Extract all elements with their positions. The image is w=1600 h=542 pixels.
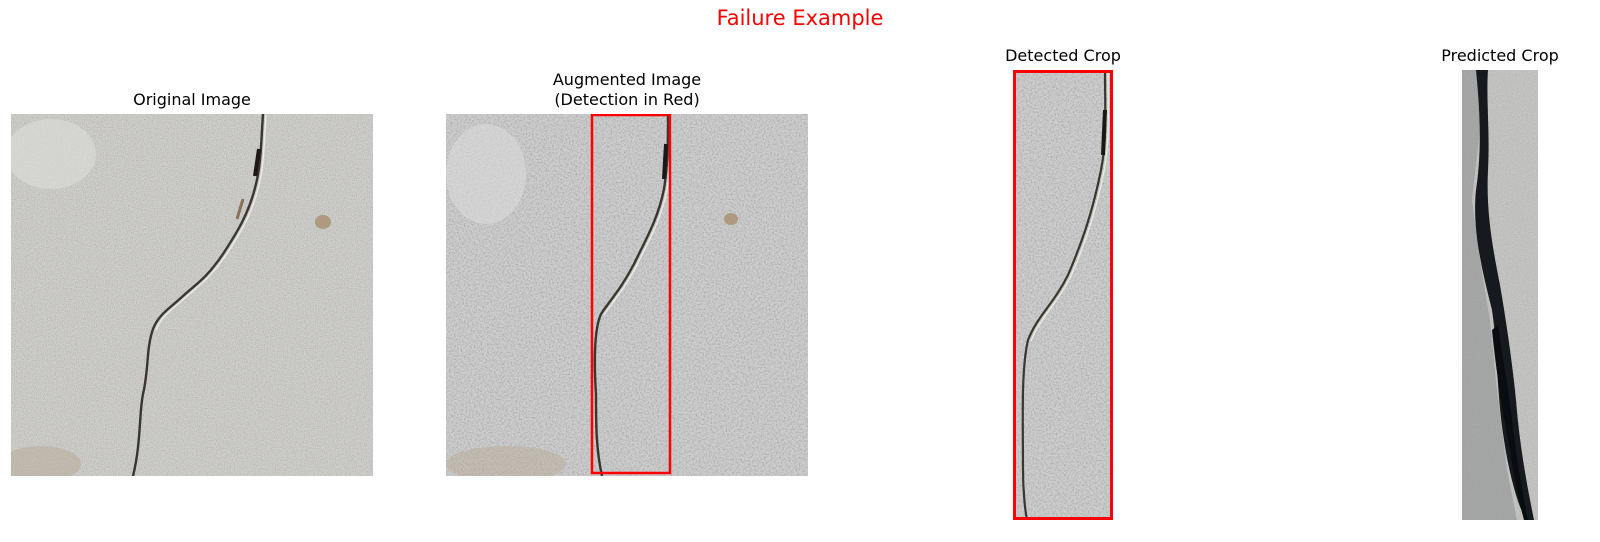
predicted-crop-image bbox=[1462, 70, 1538, 520]
panel-title-detected: Detected Crop bbox=[1005, 46, 1121, 65]
detection-box bbox=[590, 114, 672, 475]
detected-crop-image bbox=[1013, 70, 1113, 520]
panel-title-original: Original Image bbox=[133, 90, 251, 109]
panel-title-predicted: Predicted Crop bbox=[1441, 46, 1559, 65]
augmented-image bbox=[446, 114, 808, 476]
original-image bbox=[11, 114, 373, 476]
figure-title: Failure Example bbox=[716, 6, 884, 30]
panel-title-augmented: Augmented Image (Detection in Red) bbox=[552, 70, 702, 109]
